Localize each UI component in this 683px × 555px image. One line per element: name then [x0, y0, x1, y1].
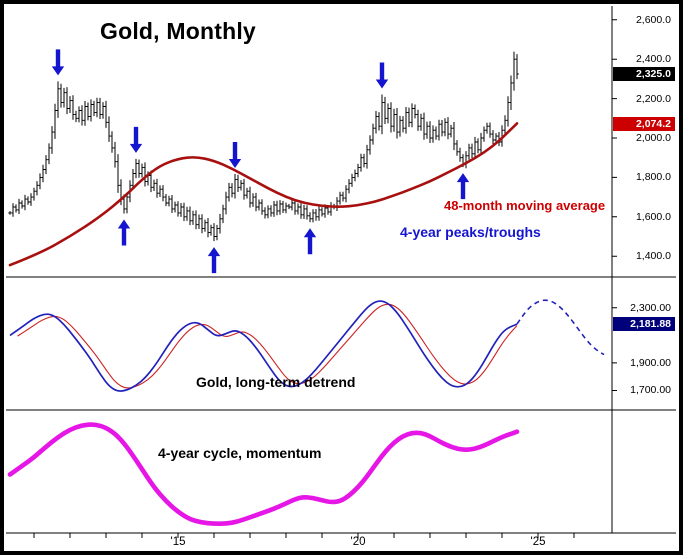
momentum-line	[7, 422, 520, 526]
y-label-1600: 1,600.0	[635, 211, 671, 223]
ma-annotation: 48-month moving average	[444, 198, 606, 213]
det-label-2300: 2,300.00	[630, 302, 671, 314]
axis-lines	[6, 6, 676, 538]
y-label-2400: 2,400.0	[635, 53, 671, 65]
down-arrow-icon	[129, 126, 143, 153]
detrend-annotation: Gold, long-term detrend	[196, 374, 356, 390]
detrend-value-badge: 2,181.88	[613, 317, 675, 331]
last-price-badge: 2,325.0	[613, 67, 675, 81]
up-arrow-icon	[303, 228, 317, 255]
price-bar-ticks	[8, 58, 519, 237]
up-arrow-icon	[207, 247, 221, 274]
det-label-1900: 1,900.00	[630, 357, 671, 369]
price-bars	[9, 51, 518, 242]
y-label-2200: 2,200.0	[635, 93, 671, 105]
down-arrow-icon	[51, 49, 65, 76]
detrend-forecast-line	[516, 299, 605, 356]
ma-value-badge: 2,074.2	[613, 117, 675, 131]
detrend-signal-line	[17, 303, 518, 389]
down-arrow-icon	[375, 62, 389, 89]
chart-title: Gold, Monthly	[100, 18, 256, 44]
y-label-1400: 1,400.0	[635, 250, 671, 262]
detrend-line	[9, 300, 518, 392]
x-label-2015: '15	[170, 536, 186, 548]
down-arrow-icon	[228, 142, 242, 169]
up-arrow-icon	[456, 173, 470, 200]
x-label-2020: '20	[350, 536, 366, 548]
cycle-annotation: 4-year peaks/troughs	[400, 224, 541, 240]
y-label-1800: 1,800.0	[635, 171, 671, 183]
up-arrow-icon	[117, 219, 131, 246]
ma-line	[8, 122, 519, 267]
x-label-2025: '25	[530, 536, 546, 548]
y-label-2600: 2,600.0	[635, 14, 671, 26]
momentum-annotation: 4-year cycle, momentum	[158, 445, 322, 461]
y-label-2000: 2,000.0	[635, 132, 671, 144]
det-label-1700: 1,700.00	[630, 384, 671, 396]
